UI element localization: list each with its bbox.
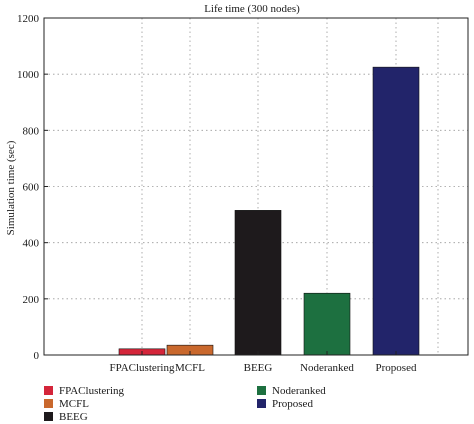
legend-item: Proposed: [257, 397, 326, 410]
bar-beeg: [234, 210, 282, 356]
y-tick-label: 400: [23, 238, 40, 250]
legend-item: Noderanked: [257, 384, 326, 397]
legend-item: BEEG: [44, 410, 124, 423]
legend-swatch-icon: [257, 386, 266, 395]
plot-frame: [43, 17, 469, 356]
y-axis-label: Simulation time (sec): [5, 140, 17, 235]
chart-title: Life time (300 nodes): [204, 3, 300, 15]
y-axis-ticks: 0 200 400 600 800 1000 1200: [17, 13, 48, 362]
y-tick-label: 1000: [17, 69, 40, 81]
x-tick-label: Proposed: [376, 362, 417, 374]
x-tick-label: FPAClustering: [109, 362, 175, 374]
x-tick-label: MCFL: [175, 362, 205, 374]
legend-item: MCFL: [44, 397, 124, 410]
legend-right: Noderanked Proposed: [257, 384, 326, 410]
x-tick-label: BEEG: [244, 362, 273, 374]
legend-item: FPAClustering: [44, 384, 124, 397]
legend-left: FPAClustering MCFL BEEG: [44, 384, 124, 423]
y-tick-label: 1200: [17, 13, 40, 25]
legend-swatch-icon: [44, 399, 53, 408]
y-tick-label: 200: [23, 294, 40, 306]
legend-label: Noderanked: [272, 384, 326, 397]
legend-swatch-icon: [257, 399, 266, 408]
y-tick-label: 600: [23, 182, 40, 194]
legend-swatch-icon: [44, 412, 53, 421]
legend-swatch-icon: [44, 386, 53, 395]
y-tick-label: 800: [23, 125, 40, 137]
y-tick-label: 0: [34, 350, 40, 362]
x-tick-label: Noderanked: [300, 362, 354, 374]
legend-label: MCFL: [59, 397, 89, 410]
legend-label: BEEG: [59, 410, 88, 423]
bars: [118, 66, 420, 356]
bar-proposed: [372, 66, 420, 356]
legend-label: FPAClustering: [59, 384, 125, 397]
bar-noderanked: [303, 292, 351, 356]
x-axis-ticks: FPAClustering MCFL BEEG Noderanked Proposed: [109, 351, 417, 374]
legend-label: Proposed: [272, 397, 313, 410]
